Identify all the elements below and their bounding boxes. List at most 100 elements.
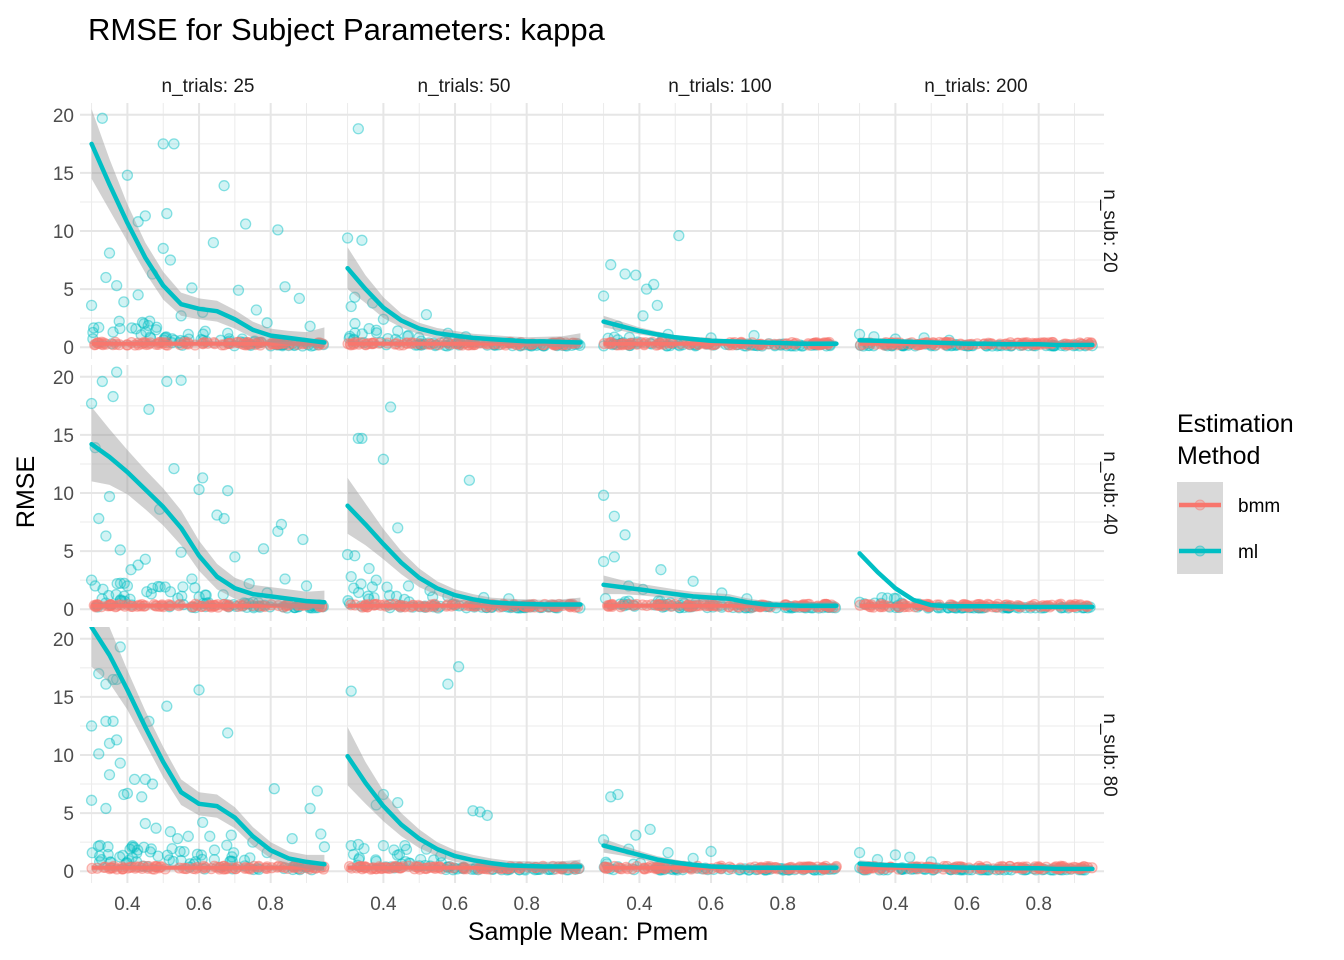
ml-point xyxy=(662,846,674,859)
y-tick-label: 15 xyxy=(53,426,74,447)
y-tick-label: 0 xyxy=(63,338,74,359)
ml-point xyxy=(637,310,649,322)
ml-point xyxy=(139,553,151,565)
ml-point xyxy=(140,326,152,338)
ml-point xyxy=(166,843,178,855)
ml-point xyxy=(640,283,653,295)
ml-point xyxy=(199,589,211,601)
ml-point xyxy=(178,845,190,858)
ml-point xyxy=(318,841,331,853)
panel-content xyxy=(85,627,331,876)
ml-point xyxy=(352,586,365,599)
ml-point xyxy=(204,830,216,842)
ml-trend-line xyxy=(345,503,583,607)
ml-point xyxy=(272,525,284,537)
ml-point xyxy=(161,849,174,861)
ml-point xyxy=(124,843,136,855)
axes: 0 5 10 15 20 0 5 10 15 20 0 5 10 15 20 0.4 0.6 0.8 0.4 0.6 0… xyxy=(53,106,1052,915)
ml-point xyxy=(630,269,642,281)
y-tick-label: 5 xyxy=(63,804,74,825)
ml-point xyxy=(377,839,390,852)
ml-point xyxy=(132,844,144,856)
y-tick-label: 20 xyxy=(53,630,74,651)
ml-point xyxy=(145,588,157,600)
ml-point xyxy=(121,169,134,181)
ml-point xyxy=(297,533,309,546)
ml-point xyxy=(229,551,241,563)
ml-point xyxy=(102,848,114,861)
ml-point xyxy=(391,849,404,861)
ml-point xyxy=(128,773,141,786)
ml-point xyxy=(96,112,108,124)
panel-content xyxy=(597,489,842,614)
ml-point xyxy=(349,550,361,562)
ml-point xyxy=(608,551,620,563)
ml-point xyxy=(630,829,642,841)
ml-point xyxy=(157,138,169,150)
panel-content xyxy=(853,846,1098,876)
facet-panels xyxy=(80,103,1104,883)
ml-point xyxy=(341,232,354,244)
grid-lines xyxy=(848,627,1104,883)
ml-point xyxy=(481,809,493,822)
legend-label-ml: ml xyxy=(1238,542,1258,563)
ml-point xyxy=(286,833,298,845)
ml-point xyxy=(92,840,105,852)
panel-r0-c1 xyxy=(336,103,592,359)
ml-point xyxy=(164,586,177,598)
ml-point xyxy=(138,318,150,330)
ml-point xyxy=(644,823,656,836)
ml-point xyxy=(608,510,620,522)
ml-point xyxy=(222,327,234,339)
ml-point xyxy=(102,841,114,853)
ml-point xyxy=(383,589,396,602)
y-tick-label: 20 xyxy=(53,368,74,389)
ml-confidence-band xyxy=(603,838,837,871)
y-axis-title: RMSE xyxy=(12,456,40,528)
panel-content xyxy=(85,366,329,614)
x-tick-label: 0.4 xyxy=(882,894,909,915)
ml-point xyxy=(402,580,415,592)
panel-r0-c0 xyxy=(80,103,336,359)
ml-point xyxy=(126,322,138,334)
ml-point xyxy=(687,575,699,587)
ml-point xyxy=(211,509,223,521)
ml-point xyxy=(100,530,112,542)
ml-point xyxy=(175,374,187,386)
ml-point xyxy=(131,847,143,859)
panel-content xyxy=(597,229,839,352)
ml-point xyxy=(474,806,486,818)
ml-point xyxy=(349,317,361,330)
ml-point xyxy=(400,843,413,856)
ml-point xyxy=(345,571,357,583)
ml-point xyxy=(85,397,98,410)
ml-point xyxy=(673,229,685,242)
ml-point xyxy=(239,218,252,230)
ml-point xyxy=(107,715,119,727)
ml-trend-line xyxy=(857,861,1095,872)
ml-point xyxy=(141,586,153,598)
ml-point xyxy=(96,375,108,388)
ml-trend-line xyxy=(345,753,583,869)
ml-point xyxy=(377,453,390,465)
ml-point xyxy=(207,236,220,249)
facet-col-strip: n_trials: 50 xyxy=(418,76,511,97)
ml-point xyxy=(904,851,916,863)
ml-point xyxy=(175,546,187,558)
y-tick-label: 0 xyxy=(63,600,74,621)
panel-r1-c3 xyxy=(848,365,1104,621)
ml-point xyxy=(193,684,205,696)
ml-trend-line xyxy=(89,627,327,867)
ml-point xyxy=(392,325,404,337)
ml-point xyxy=(221,839,233,851)
ml-point xyxy=(348,582,360,594)
ml-point xyxy=(161,700,173,712)
ml-point xyxy=(392,796,404,809)
panel-r0-c3 xyxy=(848,103,1104,359)
ml-point xyxy=(619,268,631,280)
ml-point xyxy=(136,316,149,329)
ml-point xyxy=(114,757,126,769)
ml-point xyxy=(103,737,116,750)
ml-point xyxy=(144,846,156,858)
ml-point xyxy=(121,787,134,799)
